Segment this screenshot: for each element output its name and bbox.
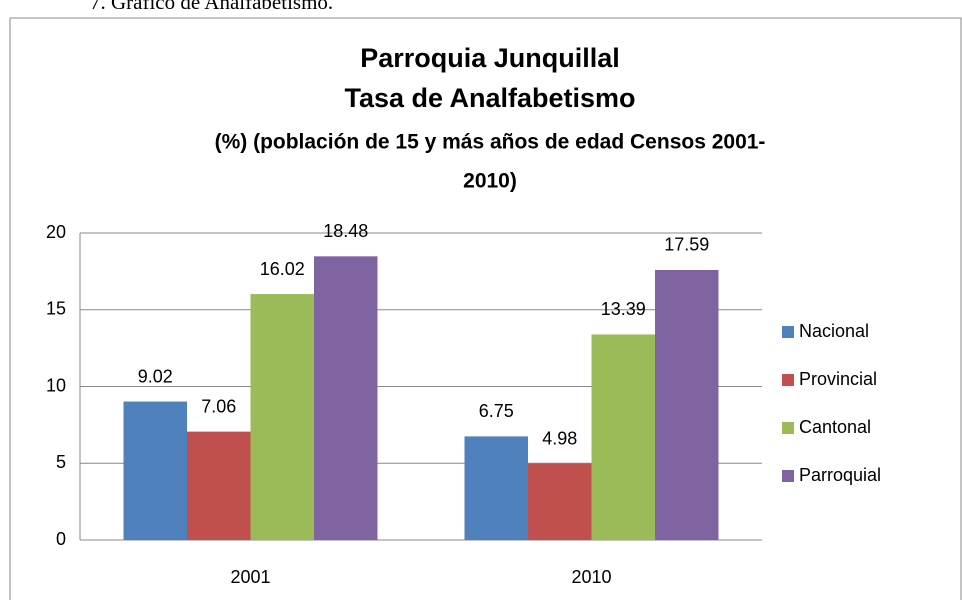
data-label: 4.98 <box>542 428 577 448</box>
x-tick-label: 2010 <box>571 567 611 587</box>
bar <box>123 401 187 540</box>
bar <box>464 436 528 540</box>
y-tick-label: 5 <box>56 452 66 472</box>
chart-subtitle: (%) (población de 15 y más años de edad … <box>215 131 766 154</box>
chart-title: Tasa de Analfabetismo <box>344 83 635 113</box>
legend-swatch <box>782 326 794 338</box>
chart-title: Parroquia Junquillal <box>360 43 620 73</box>
data-label: 13.39 <box>601 299 646 319</box>
data-label: 16.02 <box>260 259 305 279</box>
data-label: 9.02 <box>138 366 173 386</box>
legend-swatch <box>782 470 794 482</box>
data-label: 6.75 <box>479 401 514 421</box>
bar <box>187 431 251 540</box>
legend-label: Provincial <box>799 369 877 389</box>
legend-swatch <box>782 374 794 386</box>
data-label: 17.59 <box>664 235 709 255</box>
x-tick-label: 2001 <box>230 567 270 587</box>
data-label: 18.48 <box>323 221 368 241</box>
y-tick-label: 15 <box>46 299 66 319</box>
legend-label: Cantonal <box>799 417 871 437</box>
legend-label: Parroquial <box>799 465 881 485</box>
data-label: 7.06 <box>201 396 236 416</box>
bar <box>314 256 378 540</box>
caption: 7. Gráfico de Analfabetismo. <box>90 0 333 14</box>
y-tick-label: 10 <box>46 375 66 395</box>
bar <box>528 463 592 540</box>
legend-label: Nacional <box>799 321 869 341</box>
bar <box>655 269 719 540</box>
chart-subtitle: 2010) <box>463 170 517 193</box>
legend-swatch <box>782 422 794 434</box>
y-tick-label: 20 <box>46 222 66 242</box>
bar <box>250 294 314 540</box>
y-tick-label: 0 <box>56 529 66 549</box>
bar <box>591 334 655 540</box>
